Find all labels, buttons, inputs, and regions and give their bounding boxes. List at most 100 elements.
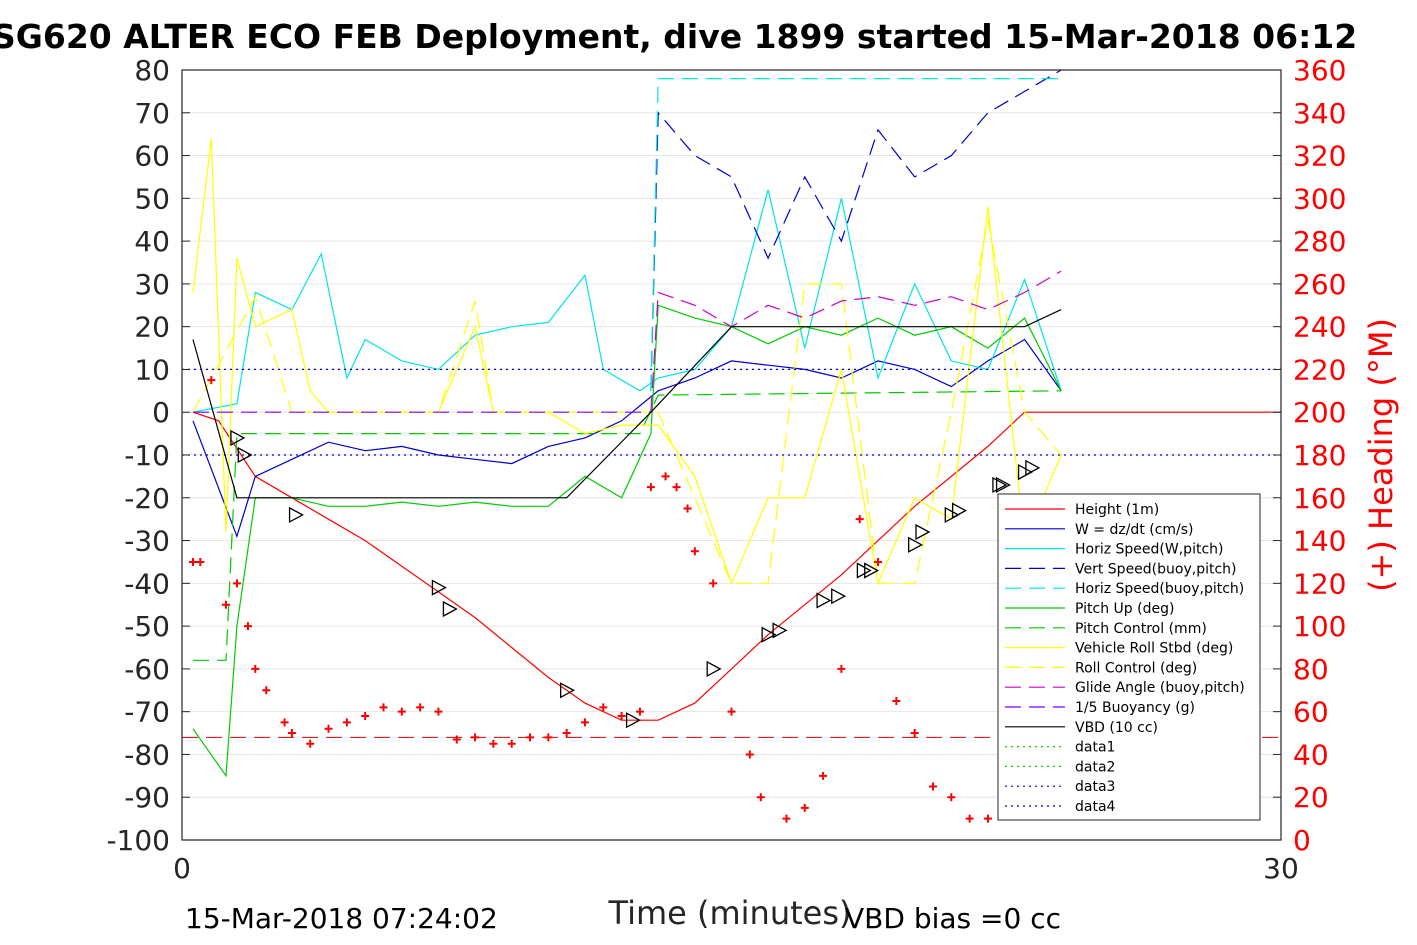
legend-label: W = dz/dt (cm/s) [1075, 522, 1194, 538]
y2-tick-label: 100 [1293, 610, 1346, 643]
heading-point [690, 547, 699, 556]
legend-label: data1 [1075, 740, 1115, 756]
heading-point [646, 483, 655, 492]
y2-tick-label: 320 [1293, 140, 1346, 173]
turn-markers [230, 429, 1041, 729]
legend-label: Vehicle Roll Stbd (deg) [1075, 641, 1233, 657]
y-tick-label: -60 [124, 653, 170, 686]
y2-tick-label: 160 [1293, 482, 1346, 515]
legend-label: Horiz Speed(W,pitch) [1075, 542, 1223, 558]
heading-point [342, 718, 351, 727]
turn-marker [915, 523, 931, 541]
y2-tick-label: 260 [1293, 268, 1346, 301]
y2-tick-label: 240 [1293, 311, 1346, 344]
y-tick-label: 20 [134, 311, 170, 344]
heading-point [434, 707, 443, 716]
heading-point [617, 711, 626, 720]
y-tick-label: -40 [124, 567, 170, 600]
heading-point [361, 711, 370, 720]
series-line-8 [192, 138, 1062, 586]
y-axis-right: 3603403203002802602402202001801601401201… [1273, 54, 1346, 857]
footer-vbd-bias: VBD bias =0 cc [845, 902, 1061, 935]
turn-marker [1017, 464, 1033, 481]
heading-point [397, 707, 406, 716]
heading-point [544, 733, 553, 742]
heading-point [910, 729, 919, 738]
heading-point [416, 703, 425, 712]
y-tick-label: 10 [134, 353, 170, 386]
turn-marker [856, 562, 872, 579]
y-tick-label: 30 [134, 268, 170, 301]
legend-label: Horiz Speed(buoy,pitch) [1075, 581, 1244, 597]
y2-tick-label: 360 [1293, 54, 1346, 87]
y-tick-label: -30 [124, 525, 170, 558]
legend-label: VBD (10 cc) [1075, 720, 1158, 736]
y2-tick-label: 220 [1293, 353, 1346, 386]
y-tick-label: -70 [124, 696, 170, 729]
y2-tick-label: 280 [1293, 225, 1346, 258]
heading-point [262, 686, 271, 695]
legend-items: Height (1m) W = dz/dt (cm/s) Horiz Speed(W… [1005, 502, 1245, 815]
turn-marker [431, 579, 447, 596]
turn-marker [230, 429, 246, 446]
turn-marker [560, 682, 576, 699]
y-tick-label: -80 [124, 738, 170, 771]
turn-marker [288, 506, 304, 523]
heading-point [819, 771, 828, 780]
series-line-1 [192, 411, 1281, 721]
y-tick-label: 60 [134, 140, 170, 173]
turn-marker [944, 506, 960, 523]
y2-tick-label: 200 [1293, 396, 1346, 429]
x-axis-label: Time (minutes) [608, 894, 852, 932]
y-tick-label: 80 [134, 54, 170, 87]
heading-point [635, 707, 644, 716]
y-tick-label: -20 [124, 482, 170, 515]
legend: Height (1m) W = dz/dt (cm/s) Horiz Speed(W… [997, 493, 1261, 821]
legend-label: data4 [1075, 799, 1116, 815]
series-line-10 [650, 270, 1062, 413]
y-axis-left: 80 70 60 50 40 30 20 10 0 -10 -20 -30 -40 -50 -60 -70 -8… [106, 54, 190, 857]
heading-point [683, 504, 692, 513]
legend-label: Height (1m) [1075, 502, 1159, 518]
y-tick-label: -50 [124, 610, 170, 643]
turn-marker [992, 476, 1008, 494]
x-tick-label: 30 [1263, 852, 1299, 885]
turn-marker [908, 536, 924, 553]
legend-label: Pitch Control (mm) [1075, 621, 1207, 637]
heading-point [243, 622, 252, 631]
heading-point [709, 579, 718, 588]
heading-point [782, 814, 791, 823]
series-layer [182, 69, 1281, 778]
heading-point [983, 814, 992, 823]
series-line-12 [192, 309, 1062, 499]
heading-point [727, 707, 736, 716]
heading-point [280, 718, 289, 727]
heading-point [756, 793, 765, 802]
y2-tick-label: 20 [1293, 781, 1329, 814]
turn-marker [995, 476, 1011, 494]
heading-point [232, 579, 241, 588]
series-line-7 [193, 390, 1062, 661]
legend-label: data2 [1075, 759, 1115, 775]
turn-marker [761, 626, 777, 643]
legend-label: data3 [1075, 779, 1115, 795]
y2-tick-label: 140 [1293, 525, 1346, 558]
heading-point [251, 664, 260, 673]
y2-tick-label: 180 [1293, 439, 1346, 472]
heading-point [507, 739, 516, 748]
heading-point [855, 515, 864, 524]
heading-point [947, 793, 956, 802]
heading-point [452, 735, 461, 744]
y2-tick-label: 340 [1293, 97, 1346, 130]
heading-point [599, 703, 608, 712]
footer-timestamp: 15-Mar-2018 07:24:02 [185, 902, 498, 935]
y-tick-label: 0 [152, 396, 170, 429]
heading-point [928, 782, 937, 791]
heading-point [892, 696, 901, 705]
y2-tick-label: 80 [1293, 653, 1329, 686]
heading-point [562, 729, 571, 738]
series-line-6 [192, 304, 1062, 778]
legend-label: Vert Speed(buoy,pitch) [1075, 561, 1237, 577]
heading-point [221, 600, 230, 609]
